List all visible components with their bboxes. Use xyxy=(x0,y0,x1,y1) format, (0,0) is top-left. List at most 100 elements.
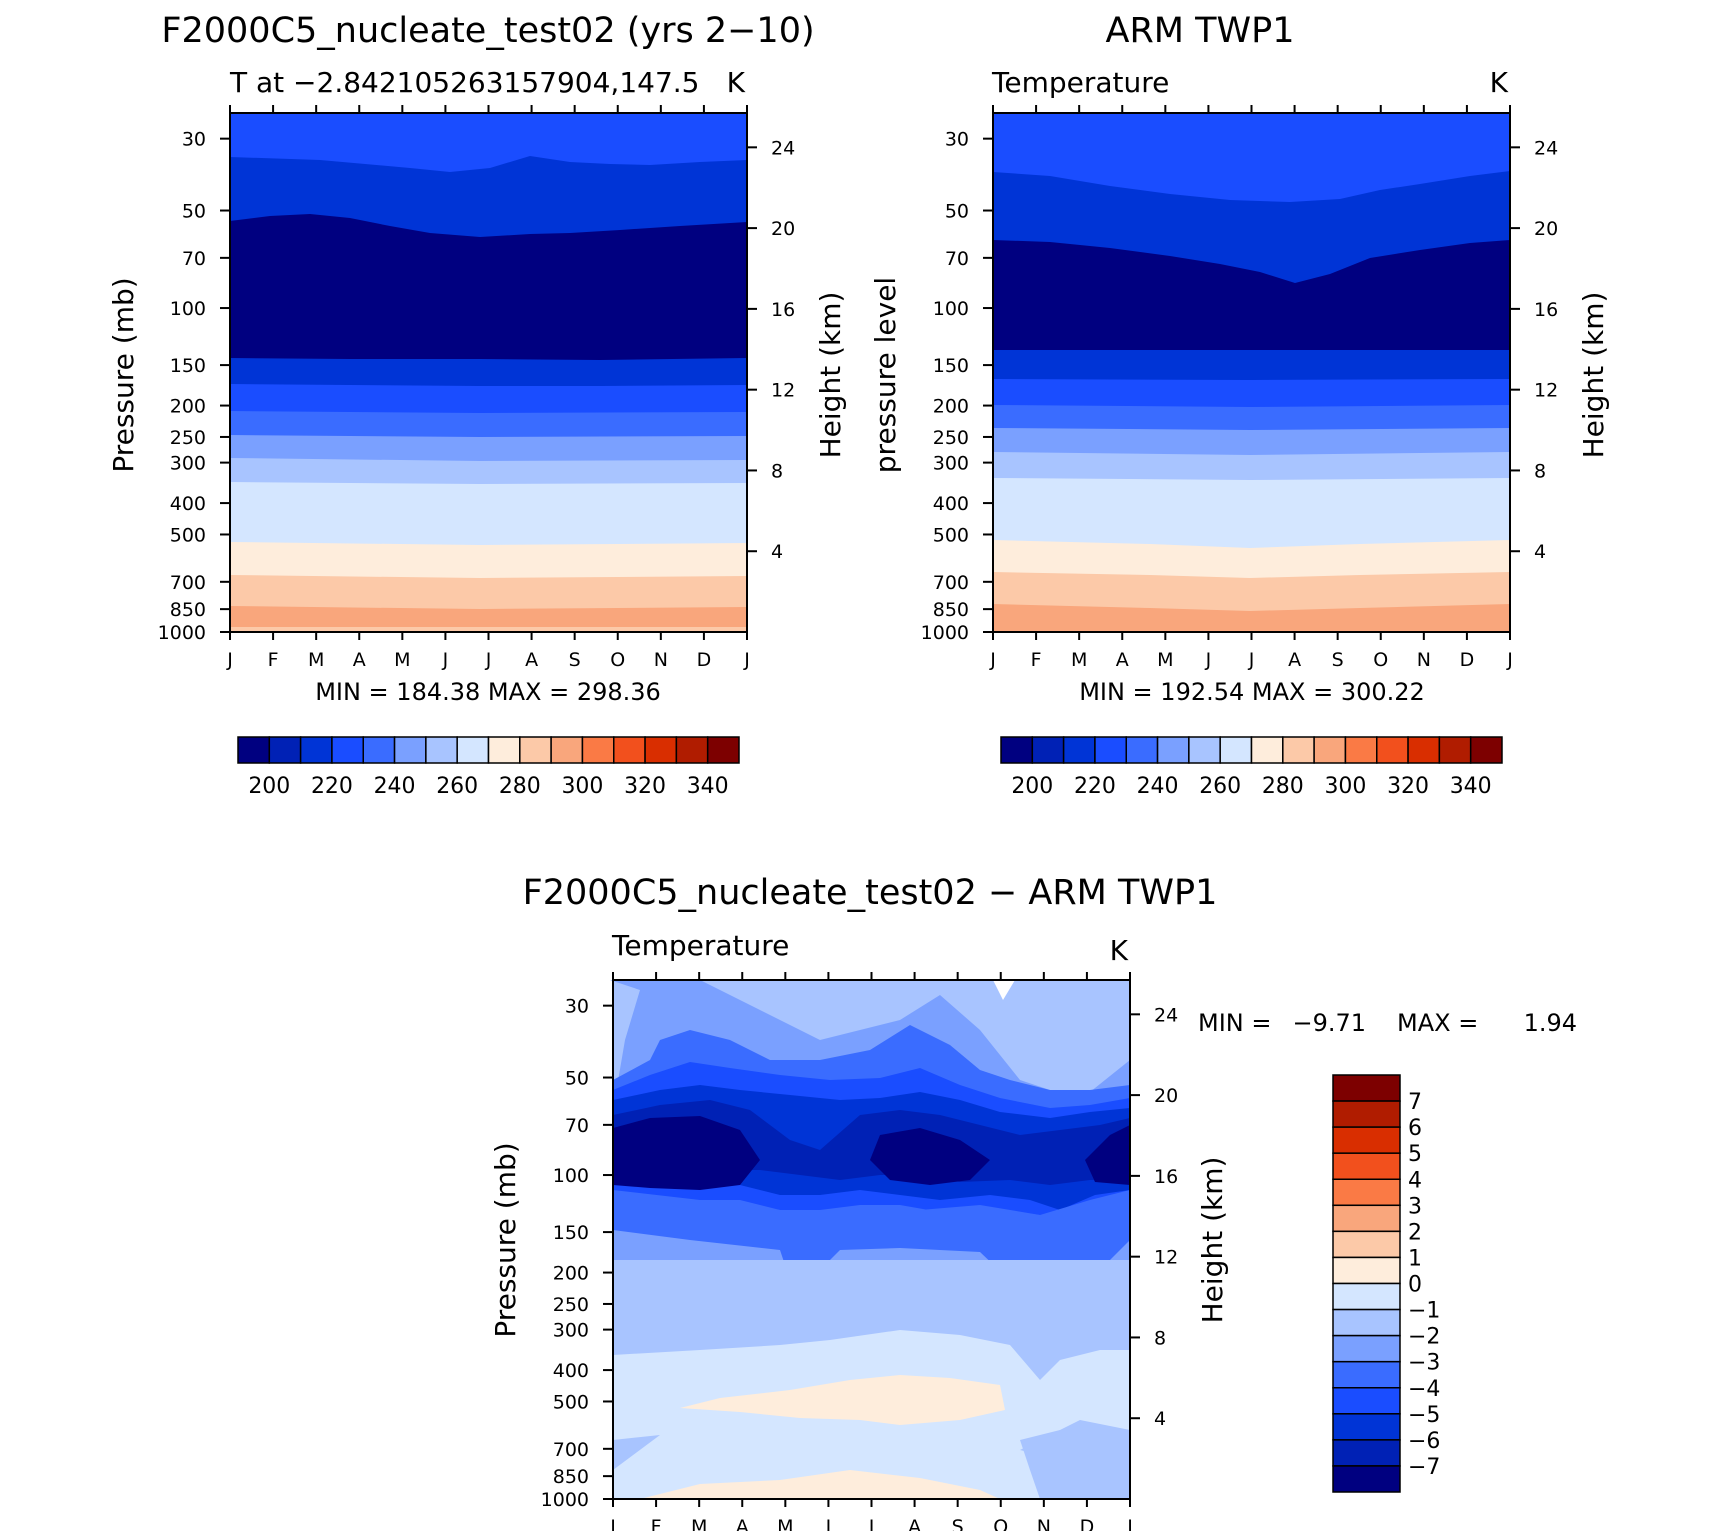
x-tick-label: J xyxy=(485,649,492,671)
y-tick-label: 250 xyxy=(170,427,206,449)
y-tick-right-label: 24 xyxy=(771,137,795,159)
panel-obs-colorbar: 200 220 240 260 280 300 320 340 xyxy=(1000,736,1503,799)
colorbar-label: −7 xyxy=(1408,1455,1440,1480)
y-tick-right-label: 16 xyxy=(1154,1166,1178,1188)
panel-diff-min-label: MIN = xyxy=(1198,1009,1271,1037)
y-tick-right-label: 20 xyxy=(1534,218,1558,240)
band xyxy=(230,606,747,632)
colorbar-swatch xyxy=(1332,1282,1401,1311)
y-tick-label: 300 xyxy=(933,453,969,475)
x-tick-label: J xyxy=(226,649,233,671)
panel-model-units: K xyxy=(727,66,746,99)
panel-diff-plot xyxy=(610,979,1131,1500)
y-tick-label: 30 xyxy=(182,129,206,151)
colorbar-label: 340 xyxy=(687,774,729,799)
colorbar-label: 7 xyxy=(1408,1090,1422,1115)
panel-model-ylabel: Pressure (mb) xyxy=(107,277,140,472)
y-tick-label: 50 xyxy=(945,201,969,223)
y-tick-label: 30 xyxy=(945,129,969,151)
colorbar-label: 260 xyxy=(1199,774,1241,799)
colorbar-label: −2 xyxy=(1408,1325,1440,1350)
band xyxy=(993,604,1510,632)
band xyxy=(640,1470,1000,1499)
x-tick-label: J xyxy=(743,649,750,671)
x-tick-label: F xyxy=(268,649,279,671)
colorbar-label: 200 xyxy=(248,774,290,799)
colorbar-swatch xyxy=(1188,736,1221,764)
y-tick-right-label: 24 xyxy=(1534,137,1558,159)
x-tick-label: F xyxy=(1031,649,1042,671)
colorbar-swatch xyxy=(1332,1204,1401,1233)
colorbar-label: −3 xyxy=(1408,1351,1440,1376)
colorbar-label: 240 xyxy=(1137,774,1179,799)
x-tick-label: J xyxy=(825,1516,832,1531)
y-tick-right-label: 4 xyxy=(771,541,783,563)
panel-obs: ARM TWP1 Temperature K J F M A M J J A S O N D J 30 50… xyxy=(869,11,1610,799)
panel-model-stats: MIN = 184.38 MAX = 298.36 xyxy=(315,678,661,706)
panel-obs-ylabel: pressure level xyxy=(869,277,902,473)
colorbar-swatch xyxy=(268,736,302,764)
x-tick-label: J xyxy=(1205,649,1212,671)
y-tick-label: 100 xyxy=(933,298,969,320)
colorbar-swatch xyxy=(393,736,427,764)
colorbar-label: −1 xyxy=(1408,1299,1440,1324)
colorbar-swatch xyxy=(1094,736,1127,764)
x-tick-label: J xyxy=(1506,649,1513,671)
colorbar-label: 5 xyxy=(1408,1142,1422,1167)
colorbar-swatch xyxy=(1438,736,1472,764)
colorbar-label: 2 xyxy=(1408,1220,1422,1245)
y-tick-label: 700 xyxy=(553,1439,589,1461)
colorbar-swatch xyxy=(1332,1308,1401,1337)
colorbar-swatch xyxy=(1125,736,1159,764)
colorbar-swatch xyxy=(1332,1074,1401,1102)
y-tick-label: 50 xyxy=(182,201,206,223)
colorbar-label: 300 xyxy=(1324,774,1366,799)
colorbar-swatch xyxy=(1407,736,1441,764)
y-tick-right-label: 24 xyxy=(1154,1004,1178,1026)
panel-obs-subtitle: Temperature xyxy=(991,66,1169,99)
colorbar-label: −4 xyxy=(1408,1377,1440,1402)
panel-model-plot xyxy=(229,112,748,633)
x-tick-label: M xyxy=(691,1516,707,1531)
colorbar-label: 6 xyxy=(1408,1116,1422,1141)
y-tick-label: 850 xyxy=(933,599,969,621)
y-tick-right-label: 4 xyxy=(1154,1408,1166,1430)
y-tick-label: 500 xyxy=(933,524,969,546)
band xyxy=(870,1128,990,1185)
panel-diff-max-label: MAX = xyxy=(1397,1009,1478,1037)
colorbar-swatch xyxy=(1332,1465,1401,1493)
y-tick-label: 300 xyxy=(553,1320,589,1342)
y-tick-label: 200 xyxy=(553,1263,589,1285)
band xyxy=(680,1375,1005,1425)
colorbar-label: 320 xyxy=(1387,774,1429,799)
colorbar-swatch xyxy=(1000,736,1034,764)
y-tick-label: 200 xyxy=(170,396,206,418)
colorbar-label: 1 xyxy=(1408,1246,1422,1271)
x-tick-label: M xyxy=(777,1516,793,1531)
x-tick-label: N xyxy=(1037,1516,1051,1531)
colorbar-swatch xyxy=(706,736,740,764)
colorbar-label: 280 xyxy=(499,774,541,799)
x-tick-label: A xyxy=(1116,649,1129,671)
panel-model-ylabel-right: Height (km) xyxy=(814,292,847,459)
x-tick-label: S xyxy=(569,649,581,671)
y-tick-label: 1000 xyxy=(158,622,206,644)
colorbar-swatch xyxy=(1332,1256,1401,1285)
x-tick-label: O xyxy=(993,1516,1008,1531)
panel-diff-subtitle: Temperature xyxy=(611,929,789,962)
panel-obs-axes: J F M A M J J A S O N D J 30 50 70 100 150 200 250 300 400 500… xyxy=(921,105,1558,671)
y-tick-label: 300 xyxy=(170,453,206,475)
colorbar-swatch xyxy=(1376,736,1409,764)
colorbar-label: −5 xyxy=(1408,1403,1440,1428)
panel-diff-title: F2000C5_nucleate_test02 − ARM TWP1 xyxy=(523,873,1218,913)
x-tick-label: D xyxy=(697,649,712,671)
x-tick-label: S xyxy=(1332,649,1344,671)
y-tick-right-label: 12 xyxy=(1154,1247,1178,1269)
y-tick-right-label: 8 xyxy=(1154,1327,1166,1349)
x-tick-label: J xyxy=(989,649,996,671)
panel-obs-title: ARM TWP1 xyxy=(1106,11,1295,51)
y-tick-label: 850 xyxy=(553,1466,589,1488)
x-tick-label: M xyxy=(394,649,410,671)
colorbar-swatch xyxy=(1332,1334,1401,1363)
